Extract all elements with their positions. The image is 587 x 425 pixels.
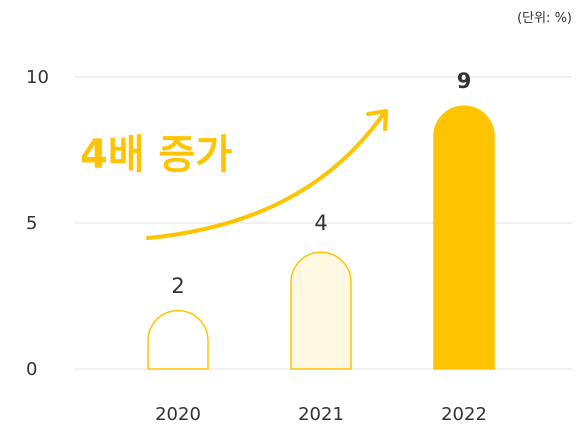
x-tick-label: 2020 [155, 404, 201, 425]
bar-2022 [433, 105, 495, 370]
value-label-2021: 4 [314, 211, 327, 235]
x-tick-label: 2022 [441, 404, 487, 425]
unit-label: (단위: %) [517, 11, 572, 26]
x-axis-ticks: 2020 2021 2022 [155, 404, 487, 425]
trend-arrow [146, 111, 386, 240]
y-tick-label: 0 [26, 359, 37, 380]
bar-2021 [290, 251, 352, 370]
y-axis-ticks: 0 5 10 [26, 67, 49, 380]
bars [147, 105, 495, 370]
chart-annotation: 4배 증가 [80, 132, 232, 178]
bar-2020 [147, 309, 209, 370]
x-tick-label: 2021 [298, 404, 344, 425]
y-tick-label: 10 [26, 67, 49, 88]
value-label-2022: 9 [457, 69, 472, 93]
value-labels: 2 4 9 [171, 69, 471, 298]
trend-arrow-head [366, 109, 388, 131]
value-label-2020: 2 [171, 274, 184, 298]
y-tick-label: 5 [26, 213, 37, 234]
